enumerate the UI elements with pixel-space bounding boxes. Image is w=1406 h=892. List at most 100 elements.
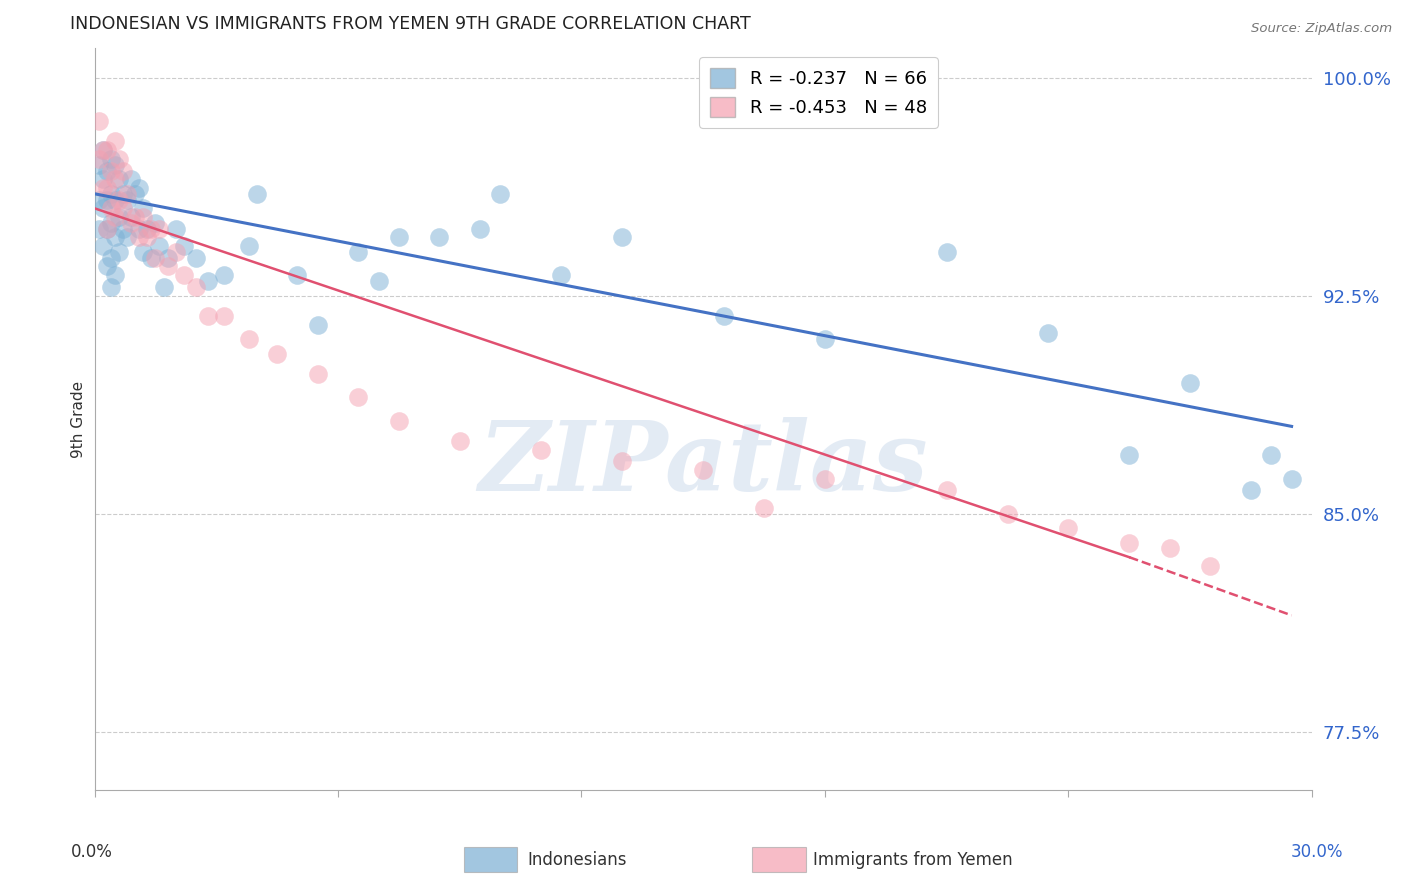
Point bbox=[468, 221, 491, 235]
Point bbox=[128, 221, 150, 235]
Text: ZIPatlas: ZIPatlas bbox=[478, 417, 928, 510]
Point bbox=[104, 135, 127, 149]
Point bbox=[111, 221, 134, 235]
Point bbox=[108, 244, 131, 259]
Point bbox=[91, 239, 114, 253]
Point bbox=[128, 230, 150, 244]
Text: Indonesians: Indonesians bbox=[527, 851, 627, 869]
Point bbox=[935, 483, 957, 498]
Point bbox=[111, 202, 134, 216]
Point bbox=[530, 442, 553, 457]
Point bbox=[132, 210, 155, 224]
Text: INDONESIAN VS IMMIGRANTS FROM YEMEN 9TH GRADE CORRELATION CHART: INDONESIAN VS IMMIGRANTS FROM YEMEN 9TH … bbox=[70, 15, 751, 33]
Point bbox=[197, 274, 219, 288]
Point bbox=[120, 216, 142, 230]
Point bbox=[814, 332, 837, 346]
Point bbox=[136, 221, 159, 235]
Point bbox=[141, 221, 163, 235]
Point bbox=[347, 390, 370, 404]
Point bbox=[935, 244, 957, 259]
Point bbox=[100, 202, 122, 216]
Point bbox=[429, 230, 451, 244]
Point bbox=[1281, 472, 1303, 486]
Point bbox=[91, 172, 114, 186]
Point bbox=[1057, 521, 1080, 535]
Point bbox=[96, 143, 118, 157]
Point bbox=[173, 239, 195, 253]
Point bbox=[156, 260, 179, 274]
Point bbox=[152, 280, 174, 294]
Point bbox=[108, 152, 131, 166]
Point bbox=[96, 221, 118, 235]
Point bbox=[100, 280, 122, 294]
Point bbox=[388, 413, 411, 427]
Point bbox=[124, 186, 146, 201]
Point bbox=[197, 309, 219, 323]
Point bbox=[87, 193, 110, 207]
Point bbox=[307, 318, 329, 332]
Point bbox=[367, 274, 389, 288]
Point bbox=[184, 251, 207, 265]
Point bbox=[214, 309, 236, 323]
Point bbox=[96, 260, 118, 274]
Point bbox=[108, 172, 131, 186]
Point bbox=[997, 507, 1019, 521]
Point bbox=[1118, 449, 1140, 463]
Point bbox=[148, 221, 170, 235]
Point bbox=[388, 230, 411, 244]
Point bbox=[128, 181, 150, 195]
Point bbox=[96, 163, 118, 178]
Point bbox=[104, 172, 127, 186]
Point bbox=[246, 186, 269, 201]
Point bbox=[713, 309, 735, 323]
Point bbox=[87, 114, 110, 128]
Point bbox=[136, 230, 159, 244]
Point bbox=[115, 186, 138, 201]
Point bbox=[148, 239, 170, 253]
Text: 0.0%: 0.0% bbox=[70, 843, 112, 861]
Point bbox=[1159, 541, 1181, 556]
Y-axis label: 9th Grade: 9th Grade bbox=[72, 381, 86, 458]
Point bbox=[111, 186, 134, 201]
Point bbox=[91, 181, 114, 195]
Point bbox=[1036, 326, 1059, 341]
Point bbox=[266, 347, 288, 361]
Point bbox=[165, 244, 187, 259]
Point bbox=[184, 280, 207, 294]
Point bbox=[87, 158, 110, 172]
Point bbox=[96, 221, 118, 235]
Point bbox=[214, 268, 236, 283]
Point bbox=[100, 216, 122, 230]
Legend: R = -0.237   N = 66, R = -0.453   N = 48: R = -0.237 N = 66, R = -0.453 N = 48 bbox=[699, 57, 938, 128]
Point bbox=[132, 202, 155, 216]
Point bbox=[100, 251, 122, 265]
Point bbox=[120, 210, 142, 224]
Point bbox=[752, 500, 775, 515]
Point bbox=[610, 454, 633, 468]
Point bbox=[165, 221, 187, 235]
Point bbox=[145, 216, 167, 230]
Point bbox=[104, 268, 127, 283]
Text: Immigrants from Yemen: Immigrants from Yemen bbox=[813, 851, 1012, 869]
Point bbox=[120, 172, 142, 186]
Point bbox=[115, 230, 138, 244]
Point bbox=[132, 244, 155, 259]
Point bbox=[1199, 558, 1222, 573]
Point bbox=[1240, 483, 1263, 498]
Point bbox=[449, 434, 471, 448]
Point bbox=[1178, 376, 1201, 390]
Text: Source: ZipAtlas.com: Source: ZipAtlas.com bbox=[1251, 22, 1392, 36]
Point bbox=[141, 251, 163, 265]
Point bbox=[145, 251, 167, 265]
Point bbox=[100, 163, 122, 178]
Point bbox=[87, 152, 110, 166]
Point bbox=[156, 251, 179, 265]
Point bbox=[347, 244, 370, 259]
Point bbox=[87, 221, 110, 235]
Point bbox=[489, 186, 512, 201]
Point bbox=[91, 143, 114, 157]
Point bbox=[100, 186, 122, 201]
Point bbox=[108, 210, 131, 224]
Point bbox=[115, 193, 138, 207]
Point bbox=[1260, 449, 1282, 463]
